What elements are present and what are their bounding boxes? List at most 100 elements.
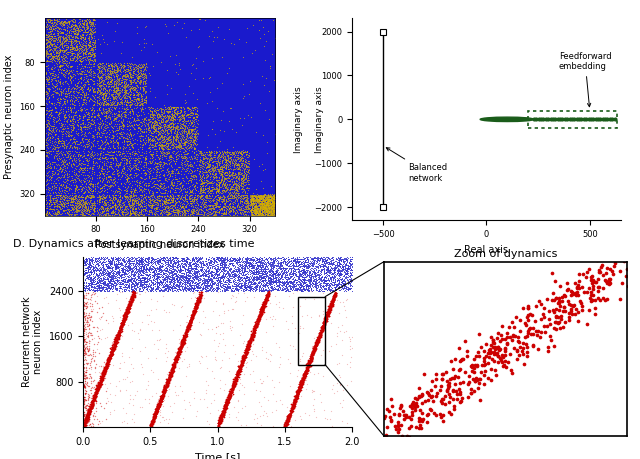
Point [239,200,249,207]
Point [299,286,309,293]
Point [224,271,234,278]
Point [210,151,220,158]
Point [191,186,202,193]
Point [117,203,127,210]
Point [109,85,119,93]
Point [176,259,186,266]
Point [234,209,244,217]
Point [205,257,215,265]
Point [243,283,253,291]
Point [86,397,97,405]
Point [108,282,118,290]
Point [292,395,302,402]
Point [200,164,211,172]
Point [193,273,204,280]
Point [116,124,126,131]
Point [268,274,278,282]
Point [175,344,186,351]
Point [293,262,303,269]
Point [186,126,196,133]
Point [147,189,157,196]
Point [236,185,246,192]
Point [135,281,145,289]
Point [163,137,173,144]
Point [166,126,177,133]
Point [490,345,500,353]
Point [93,279,103,286]
Point [76,192,86,200]
Point [314,336,324,344]
Point [268,422,278,430]
Point [116,321,127,329]
Point [83,35,93,42]
Point [284,280,294,287]
Point [161,275,172,283]
Point [173,287,183,294]
Point [93,272,103,279]
Point [90,43,100,50]
Point [101,283,111,291]
Point [108,345,118,353]
Point [168,104,179,111]
Point [285,277,295,285]
Point [47,134,57,142]
Point [175,140,186,147]
Point [217,259,227,267]
Point [70,135,80,143]
Point [118,262,129,269]
Point [294,385,305,392]
Point [338,280,348,287]
Point [80,415,90,422]
Point [148,180,159,188]
Point [67,72,77,79]
Point [140,64,150,72]
Point [88,136,99,143]
Point [237,357,247,364]
Point [248,279,259,286]
Point [138,153,148,161]
Point [188,285,198,292]
Point [312,280,322,287]
Point [58,153,68,161]
Point [93,84,103,92]
Point [275,269,285,277]
Point [161,381,172,389]
Point [328,302,338,309]
Point [287,403,297,411]
Point [54,50,64,57]
Point [84,198,95,206]
Point [100,99,111,106]
Point [97,67,107,74]
Point [108,314,118,322]
Point [232,202,243,209]
Point [298,278,308,285]
Point [170,193,180,200]
Point [152,263,163,270]
Point [162,375,172,383]
Point [94,256,104,263]
Point [131,199,141,206]
Point [316,266,326,273]
Point [186,319,196,326]
Point [235,274,245,281]
Point [52,151,63,158]
Point [164,200,174,207]
Point [321,286,331,293]
Point [168,285,179,292]
Point [60,97,70,105]
Point [460,368,470,375]
Point [160,127,170,134]
Point [200,282,211,289]
Point [111,337,121,345]
Point [154,141,164,149]
Point [122,99,132,106]
Point [142,255,152,263]
Point [241,268,251,275]
Point [176,104,186,111]
Point [92,280,102,287]
Point [75,112,85,120]
Point [215,281,225,289]
Point [189,104,199,111]
Point [132,72,143,79]
Point [65,117,75,124]
